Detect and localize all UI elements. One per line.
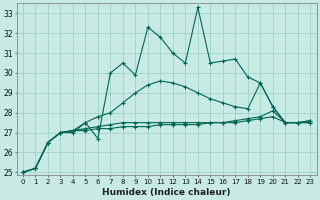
X-axis label: Humidex (Indice chaleur): Humidex (Indice chaleur) xyxy=(102,188,231,197)
